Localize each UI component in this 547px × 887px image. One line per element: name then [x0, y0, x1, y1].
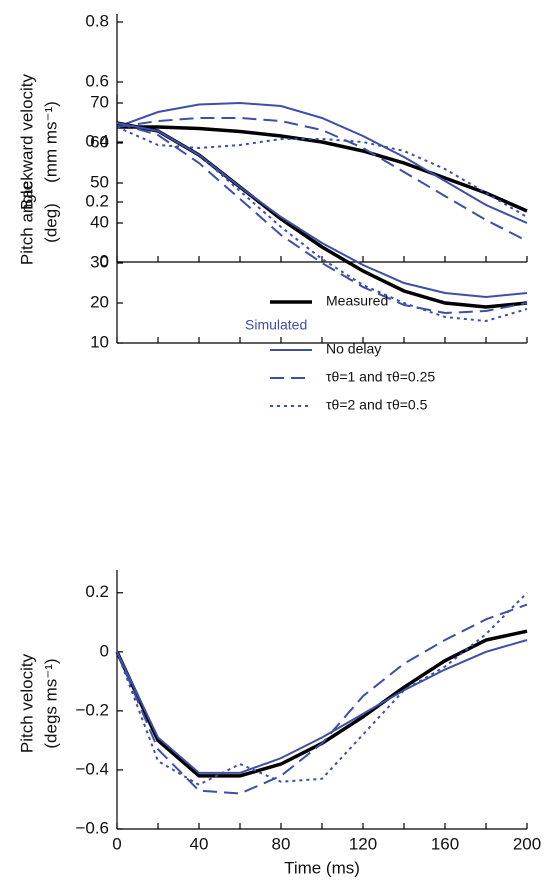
series-line — [116, 122, 528, 299]
x-tick-label: 40 — [190, 834, 209, 853]
y-axis-label: Pitch angle — [17, 181, 36, 265]
series-line — [117, 125, 528, 213]
y-tick-label: −0.6 — [75, 818, 109, 837]
x-axis-label: Time (ms) — [284, 858, 360, 877]
y-tick-label: 20 — [90, 292, 109, 311]
series-line — [116, 603, 528, 795]
series-line — [116, 121, 528, 309]
y-axis-label: (mm ms⁻¹) — [41, 101, 60, 183]
x-tick-label: 0 — [112, 834, 121, 853]
legend-label: Measured — [326, 293, 388, 309]
y-axis-label: (degs ms⁻¹) — [41, 658, 60, 748]
x-tick-label: 200 — [513, 834, 541, 853]
y-tick-label: 40 — [90, 212, 109, 231]
legend-label: No delay — [326, 341, 381, 357]
panel: 0 0.2 0.4 0.6 0.8 Backward velocity (mm ms⁻¹) — [17, 11, 528, 270]
y-axis-label: Pitch velocity — [17, 653, 36, 753]
y-tick-label: 0.4 — [85, 131, 109, 150]
legend-label: τθ=2 and τθ=0.5 — [326, 397, 428, 413]
y-tick-label: 70 — [90, 92, 109, 111]
y-tick-label: 30 — [90, 252, 109, 271]
panel: −0.6 −0.4 −0.2 0 0.2 0 40 80 120 160 200 Pitch velo… — [17, 570, 541, 877]
legend-group-label: Simulated — [245, 317, 307, 333]
series-line — [116, 122, 528, 315]
series-line — [116, 592, 528, 786]
y-tick-label: −0.2 — [75, 700, 109, 719]
series-line — [116, 639, 528, 774]
y-axis-label: (deg) — [41, 203, 60, 243]
legend: Measured Simulated No delay τθ=1 and τθ=0.2… — [245, 293, 435, 413]
y-tick-label: 10 — [90, 332, 109, 351]
series-line — [116, 122, 528, 323]
series-line — [116, 117, 528, 242]
y-tick-label: −0.4 — [75, 759, 109, 778]
y-tick-label: 0.6 — [85, 71, 109, 90]
y-tick-label: 50 — [90, 172, 109, 191]
legend-label: τθ=1 and τθ=0.25 — [326, 369, 435, 385]
y-tick-label: 0.2 — [85, 582, 109, 601]
panel: 10 20 30 40 50 60 70 Pitch angle (deg) Measured Si… — [17, 92, 528, 413]
x-tick-label: 120 — [349, 834, 377, 853]
y-tick-label: 60 — [90, 132, 109, 151]
x-tick-label: 160 — [431, 834, 459, 853]
y-tick-label: 0.2 — [85, 191, 109, 210]
y-tick-label: 0 — [100, 251, 109, 270]
y-tick-label: 0.8 — [85, 11, 109, 30]
series-line — [116, 101, 528, 224]
x-tick-label: 80 — [272, 834, 291, 853]
y-axis-label: Backward velocity — [17, 73, 36, 210]
y-tick-label: 0 — [100, 641, 109, 660]
